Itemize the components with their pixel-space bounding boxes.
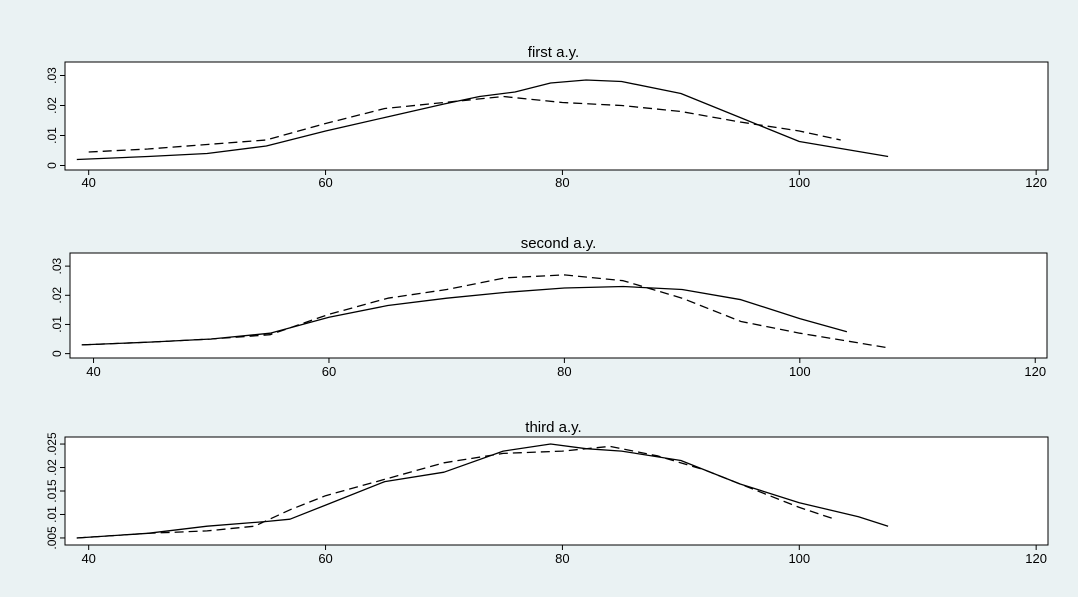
x-tick-label: 60 [318, 175, 332, 190]
dashed-density-line [81, 274, 889, 349]
y-tick-label: .03 [50, 257, 64, 274]
x-tick-label: 40 [81, 551, 95, 566]
x-tick-label: 80 [555, 175, 569, 190]
x-tick-label: 80 [557, 364, 571, 379]
x-tick-label: 40 [86, 364, 100, 379]
plot-area [69, 252, 1048, 359]
y-tick-label: 0 [50, 350, 64, 357]
x-tick-label: 100 [788, 551, 810, 566]
x-tick-label: 80 [555, 551, 569, 566]
y-tick-label: 0 [45, 162, 59, 169]
panel-title: third a.y. [525, 419, 581, 436]
dashed-density-line [76, 445, 836, 539]
solid-density-line [76, 79, 889, 161]
plot-area [64, 61, 1049, 171]
plot-area [64, 436, 1049, 546]
dashed-density-line [88, 95, 841, 153]
solid-density-line [81, 285, 848, 346]
panel-title: second a.y. [521, 235, 597, 252]
panel-first-ay: 40 60 80 100 120 0 .01 .02 .03 first a.y. [45, 44, 1049, 190]
panel-title: first a.y. [528, 44, 579, 61]
y-tick-label: .01 [45, 127, 59, 144]
y-tick-label: .025 [45, 432, 59, 456]
x-tick-label: 60 [322, 364, 336, 379]
y-tick-label: .02 [45, 459, 59, 476]
x-tick-label: 100 [789, 364, 811, 379]
y-tick-label: .015 [45, 479, 59, 503]
panel-third-ay: 40 60 80 100 120 .005 .01 .015 .02 .025 third a.y. [45, 419, 1049, 566]
y-tick-label: .01 [45, 506, 59, 523]
x-tick-label: 60 [318, 551, 332, 566]
y-tick-label: .03 [45, 67, 59, 84]
y-tick-label: .005 [45, 526, 59, 550]
y-tick-label: .01 [50, 316, 64, 333]
y-tick-label: .02 [45, 97, 59, 114]
x-tick-label: 120 [1025, 175, 1047, 190]
panel-second-ay: 40 60 80 100 120 0 .01 .02 .03 second a.y. [50, 235, 1048, 379]
x-tick-label: 120 [1024, 364, 1046, 379]
x-tick-label: 100 [788, 175, 810, 190]
x-tick-label: 40 [81, 175, 95, 190]
y-tick-label: .02 [50, 287, 64, 304]
solid-density-line [76, 443, 889, 539]
x-tick-label: 120 [1025, 551, 1047, 566]
